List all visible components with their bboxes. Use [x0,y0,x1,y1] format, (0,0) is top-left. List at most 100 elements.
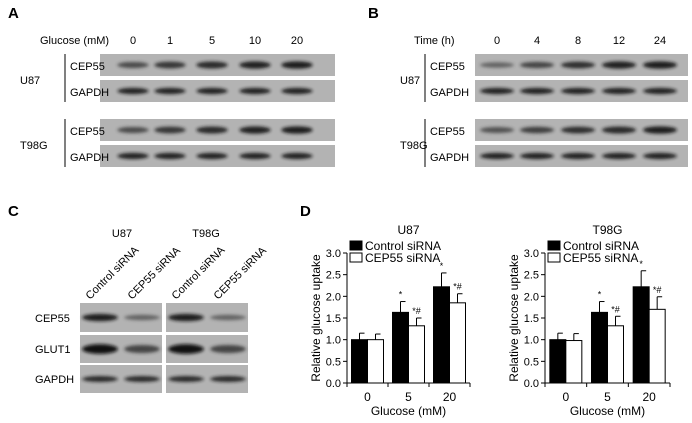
blot-band [239,87,271,95]
blot-cep55 [475,119,688,141]
protein-label: GAPDH [70,152,109,164]
blot-band [643,126,677,134]
blot-band [239,126,271,134]
protein-label: GAPDH [430,87,469,99]
legend-label: CEP55 siRNA [563,251,638,265]
bar-chart-T98G: * * *# *# [541,240,671,387]
legend-swatch [547,240,561,251]
blot-band [643,152,677,160]
blot-band [480,127,514,133]
blot-cep55 [166,303,248,332]
y-tick-label: 1.5 [326,313,341,325]
x-tick-label: 0 [562,390,569,404]
blot-band [82,376,118,382]
blot-cep55 [100,119,335,141]
x-tick-label: 0 [364,390,371,404]
blot-band [124,314,160,321]
protein-label: CEP55 [35,313,70,325]
protein-label: GLUT1 [35,344,70,356]
blot-band [480,152,514,160]
y-tick-label: 3.0 [326,248,341,260]
blot-band [168,344,204,354]
y-tick-label: 0.0 [326,378,341,390]
lane-label: 5 [209,35,215,47]
y-tick-label: 1.0 [326,335,341,347]
blot-band [124,376,160,382]
condition-label: Time (h) [414,35,455,47]
significance-mark: *# [653,285,662,295]
y-axis-label: Relative glucose uptake [309,254,323,382]
blot-band [124,344,160,354]
blot-band [196,61,228,69]
blot-band [239,152,271,160]
lane-label: 0 [494,35,500,47]
legend-swatch [547,252,561,263]
bar [433,286,450,384]
blot-band [210,314,246,321]
bar-chart-U87: * * *# *# [343,240,471,387]
cell-line-label: U87 [400,75,420,87]
protein-label: GAPDH [430,152,469,164]
panel-label-C: C [8,203,19,220]
significance-mark: * [639,259,643,269]
blot-cep55 [80,303,162,332]
bar [408,325,425,384]
panel-label-A: A [8,5,19,22]
legend-swatch [349,240,363,251]
blot-band [520,126,554,134]
protein-label: CEP55 [430,126,465,138]
y-tick-label: 2.5 [326,270,341,282]
blot-band [196,152,228,160]
blot-glut1 [166,335,248,363]
y-tick-label: 0.5 [326,356,341,368]
protein-label: CEP55 [70,126,105,138]
blot-band [210,376,246,382]
x-axis-label: Glucose (mM) [371,404,446,418]
blot-band [281,87,313,95]
cell-line-label: T98G [20,140,48,152]
significance-mark: *# [611,304,620,314]
blot-band [602,152,636,160]
condition-label: Glucose (mM) [40,35,109,47]
lane-label: 1 [167,35,173,47]
blot-band [117,61,149,69]
blot-band [117,152,149,160]
y-tick-label: 2.5 [524,270,539,282]
blot-band [561,61,595,69]
chart-title: T98G [592,223,622,237]
protein-label: CEP55 [70,61,105,73]
y-tick-label: 0.5 [524,356,539,368]
blot-band [561,152,595,160]
blot-band [643,61,677,69]
blot-band [602,126,636,134]
x-tick-label: 5 [604,390,611,404]
protein-label: GAPDH [70,87,109,99]
blot-gapdh [100,80,335,102]
lane-label: 12 [613,35,625,47]
blot-band [239,61,271,69]
lane-label: 20 [291,35,303,47]
blot-band [561,126,595,134]
blot-band [210,344,246,354]
blot-band [82,344,118,354]
significance-mark: *# [453,282,462,292]
x-axis-label: Glucose (mM) [570,404,645,418]
lane-label: 0 [130,35,136,47]
blot-band [154,126,186,134]
blot-band [196,87,228,95]
bar [648,308,666,384]
lane-label: 24 [654,35,666,47]
legend-label: CEP55 siRNA [365,251,440,265]
panel-label-B: B [368,5,379,22]
blot-band [520,87,554,95]
bar [591,311,608,384]
blot-band [168,313,204,322]
blot-band [602,61,636,69]
blot-gapdh [100,145,335,167]
y-tick-label: 1.0 [524,335,539,347]
blot-glut1 [80,335,162,363]
blot-band [281,152,313,160]
blot-band [520,152,554,160]
